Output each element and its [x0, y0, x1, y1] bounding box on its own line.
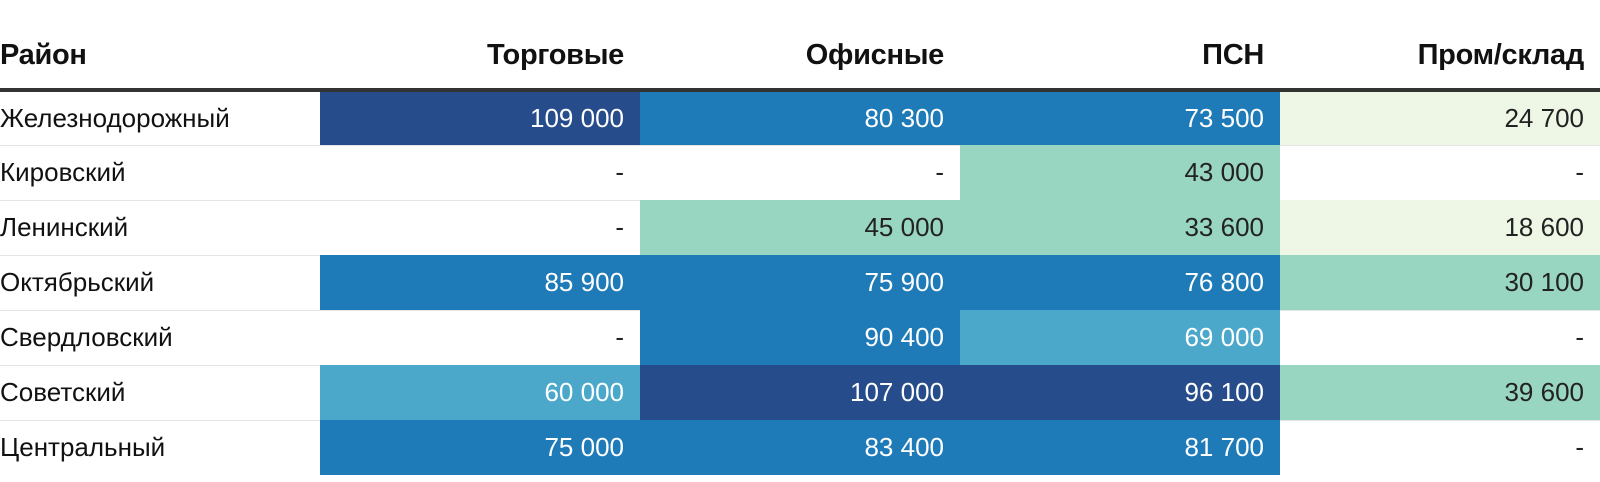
heatmap-cell-psn: 81 700: [960, 420, 1280, 475]
heatmap-cell-industrial: 24 700: [1280, 90, 1600, 145]
heatmap-cell-retail: 60 000: [320, 365, 640, 420]
column-header-district: Район: [0, 0, 320, 92]
heatmap-cell-retail: -: [320, 309, 640, 365]
table-row: Центральный 75 000 83 400 81 700-: [0, 419, 1600, 475]
heatmap-cell-office: 90 400: [640, 310, 960, 365]
heatmap-cell-retail: 75 000: [320, 420, 640, 475]
heatmap-cell-industrial: 18 600: [1280, 200, 1600, 255]
heatmap-cell-psn: 96 100: [960, 365, 1280, 420]
district-name-cell: Железнодорожный: [0, 102, 230, 133]
district-name-cell: Центральный: [0, 419, 320, 475]
heatmap-cell-office: 107 000: [640, 365, 960, 420]
table-row: Ленинский -45 000 33 600 18 600: [0, 199, 1600, 255]
column-header-retail: Торговые: [320, 0, 640, 92]
heatmap-cell-office: 83 400: [640, 420, 960, 475]
heatmap-cell-psn: 33 600: [960, 200, 1280, 255]
column-header-office: Офисные: [640, 0, 960, 92]
heatmap-cell-office: 80 300: [640, 90, 960, 145]
heatmap-cell-industrial: 39 600: [1280, 365, 1600, 420]
heatmap-cell-psn: 76 800: [960, 255, 1280, 310]
heatmap-cell-retail: 109 000: [320, 90, 640, 145]
heatmap-cell-psn: 43 000: [960, 145, 1280, 200]
heatmap-cell-industrial: -: [1280, 309, 1600, 365]
heatmap-cell-industrial: -: [1280, 419, 1600, 475]
district-name-cell: Свердловский: [0, 309, 320, 365]
heatmap-cell-industrial: 30 100: [1280, 255, 1600, 310]
heatmap-cell-psn: 69 000: [960, 310, 1280, 365]
district-name-cell: Советский: [0, 364, 320, 420]
heatmap-cell-office: -: [640, 144, 960, 200]
heatmap-cell-retail: -: [320, 144, 640, 200]
table-row: Свердловский -90 400 69 000-: [0, 309, 1600, 365]
heatmap-cell-office: 75 900: [640, 255, 960, 310]
heatmap-cell-retail: 85 900: [320, 255, 640, 310]
district-name-cell: Октябрьский: [0, 254, 320, 310]
heatmap-cell-psn: 73 500: [960, 90, 1280, 145]
table-header: Район Торговые Офисные ПСН Пром/склад: [0, 0, 1600, 92]
table-row: Кировский - -43 000-: [0, 144, 1600, 200]
table-row: Советский 60 000 107 000 96 100 39 600: [0, 364, 1600, 420]
table-row: Октябрьский 85 900 75 900 76 800 30 100: [0, 254, 1600, 310]
heatmap-cell-office: 45 000: [640, 200, 960, 255]
header-row: Район Торговые Офисные ПСН Пром/склад: [0, 0, 1600, 92]
table-body: Железнодорожный 109 000 80 300 73 500 24 700…: [0, 90, 1600, 475]
district-name-cell: Кировский: [0, 144, 320, 200]
table-row: Железнодорожный 109 000 80 300 73 500 24 700: [0, 90, 1600, 145]
district-name-cell: Ленинский: [0, 199, 320, 255]
column-header-psn: ПСН: [960, 0, 1280, 92]
column-header-industrial: Пром/склад: [1280, 0, 1600, 92]
heatmap-cell-retail: -: [320, 199, 640, 255]
heatmap-cell-industrial: -: [1280, 144, 1600, 200]
